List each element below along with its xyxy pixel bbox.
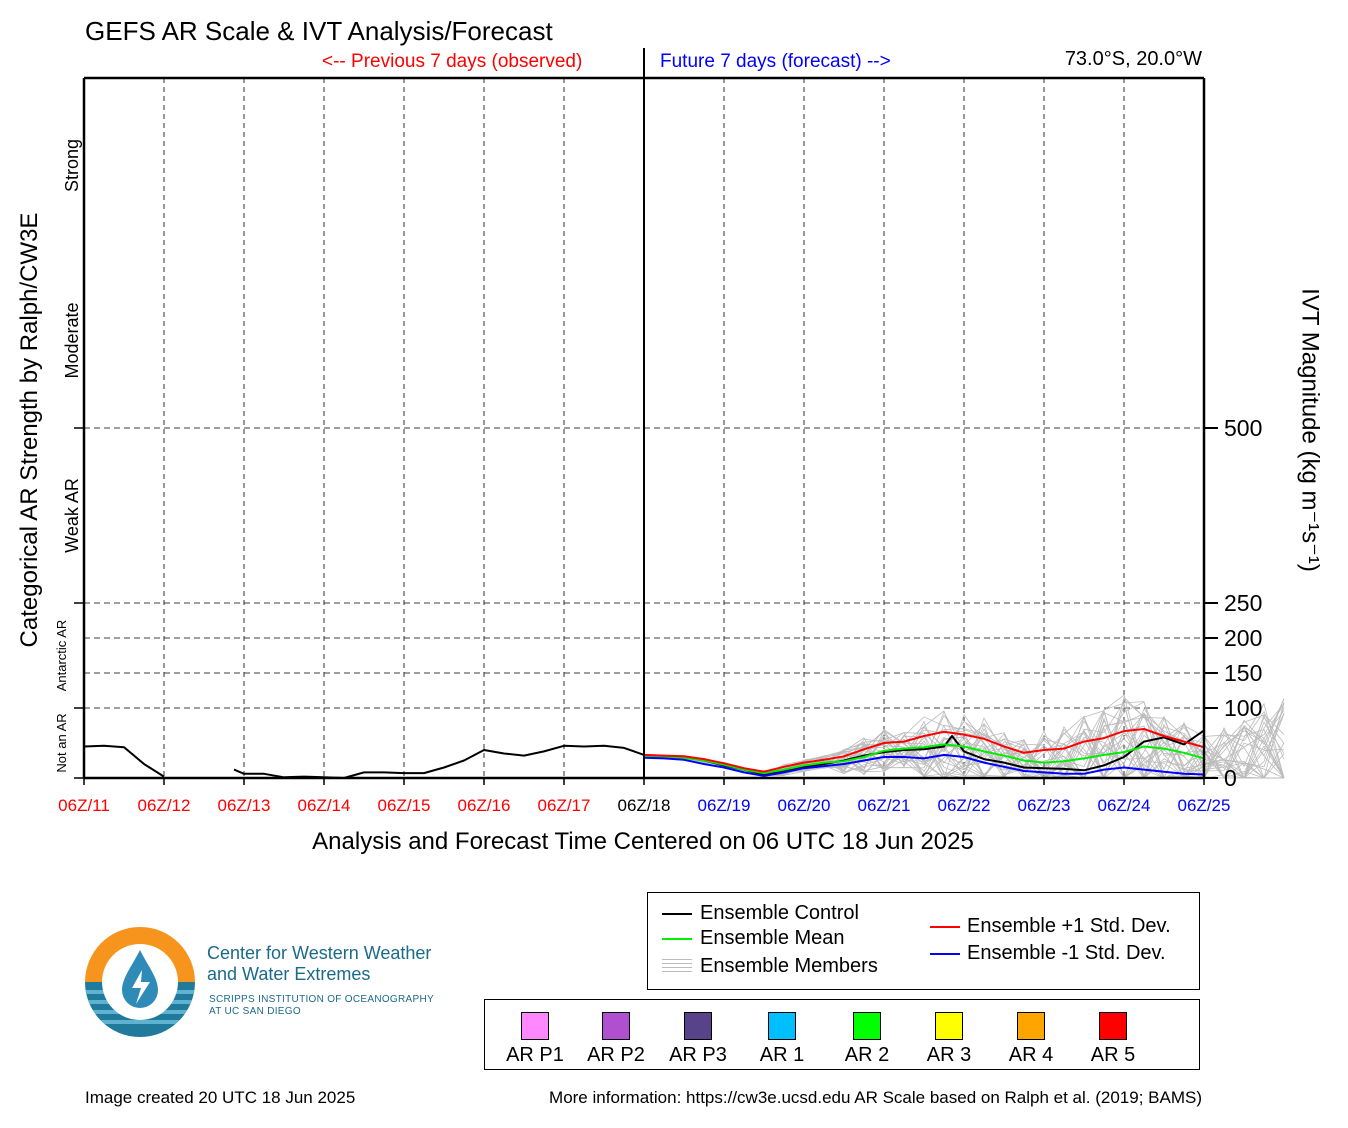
logo-affiliation: SCRIPPS INSTITUTION OF OCEANOGRAPHY AT U… (209, 994, 434, 1018)
category-label: Not an AR (54, 713, 69, 772)
plus-sd-swatch (930, 926, 960, 928)
series-ensemble-1-std-dev- (643, 753, 1205, 777)
right-axis-title: IVT Magnitude (kg m⁻¹s⁻¹) (1296, 288, 1324, 572)
x-tick-label: 06Z/23 (1018, 796, 1071, 815)
logo-name: Center for Western Weather and Water Ext… (207, 943, 431, 985)
tick-labels: 06Z/11 06Z/12 06Z/13 06Z/14 06Z/15 06Z/16 06Z/… (54, 139, 1262, 815)
x-tick-label: 06Z/24 (1098, 796, 1151, 815)
legend-control: Ensemble Control (700, 902, 859, 924)
series-lines (83, 728, 1205, 779)
ar-scale-legend: AR P1 AR P2 AR P3 AR 1 AR 2 AR 3 AR 4 AR 5 (484, 999, 1200, 1070)
x-tick-label: 06Z/15 (378, 796, 431, 815)
ar-scale-swatch (602, 1012, 630, 1040)
chart-title: GEFS AR Scale & IVT Analysis/Forecast (85, 16, 553, 46)
ar-scale-label: AR P3 (669, 1044, 727, 1066)
x-axis-title: Analysis and Forecast Time Centered on 0… (312, 828, 974, 855)
ar-scale-swatch (935, 1012, 963, 1040)
category-label: Strong (62, 139, 82, 192)
ar-scale-swatch (853, 1012, 881, 1040)
y-tick-label: 200 (1224, 625, 1262, 651)
plot-frame (74, 48, 1218, 785)
future-days-label: Future 7 days (forecast) --> (660, 51, 891, 72)
legend-members: Ensemble Members (700, 955, 878, 977)
y-tick-label: 250 (1224, 590, 1262, 616)
legend-box: Ensemble Control Ensemble Mean Ensemble … (647, 892, 1200, 990)
mean-swatch (662, 938, 692, 940)
x-tick-label: 06Z/21 (858, 796, 911, 815)
y-tick-label: 0 (1224, 765, 1237, 791)
ar-scale-item: AR P3 (658, 1012, 738, 1067)
x-tick-label: 06Z/16 (458, 796, 511, 815)
ar-scale-swatch (1017, 1012, 1045, 1040)
x-tick-label: 06Z/22 (938, 796, 991, 815)
members-swatch (662, 959, 692, 972)
cw3e-logo (85, 927, 195, 1037)
ar-scale-label: AR P2 (587, 1044, 645, 1066)
logo-line-4: AT UC SAN DIEGO (209, 1006, 301, 1017)
category-label: Antarctic AR (54, 620, 69, 692)
ar-scale-item: AR P2 (576, 1012, 656, 1067)
ar-scale-item: AR P1 (495, 1012, 575, 1067)
x-tick-label: 06Z/17 (538, 796, 591, 815)
y-tick-label: 100 (1224, 695, 1262, 721)
x-tick-label: 06Z/20 (778, 796, 831, 815)
legend-mean: Ensemble Mean (700, 927, 845, 949)
category-label: Moderate (62, 302, 82, 378)
ar-scale-item: AR 2 (827, 1012, 907, 1067)
ar-scale-item: AR 4 (991, 1012, 1071, 1067)
ar-scale-item: AR 5 (1073, 1012, 1153, 1067)
ar-scale-label: AR P1 (506, 1044, 564, 1066)
x-tick-label: 06Z/25 (1178, 796, 1231, 815)
more-info-note: More information: https://cw3e.ucsd.edu … (549, 1088, 1202, 1107)
x-tick-label: 06Z/14 (298, 796, 351, 815)
ar-scale-label: AR 1 (759, 1044, 805, 1066)
x-tick-label: 06Z/18 (618, 796, 671, 815)
ar-scale-label: AR 4 (1008, 1044, 1054, 1066)
left-axis-title: Categorical AR Strength by Ralph/CW3E (16, 212, 43, 648)
x-tick-label: 06Z/12 (138, 796, 191, 815)
minus-sd-swatch (930, 953, 960, 955)
category-label: Weak AR (62, 478, 82, 553)
legend-minus-sd: Ensemble -1 Std. Dev. (967, 942, 1166, 964)
y-tick-label: 150 (1224, 660, 1262, 686)
ar-scale-swatch (1099, 1012, 1127, 1040)
x-tick-label: 06Z/11 (58, 796, 110, 815)
series-ensemble-mean (643, 743, 1205, 775)
ar-scale-label: AR 2 (844, 1044, 890, 1066)
logo-line-1: Center for Western Weather (207, 943, 432, 963)
x-tick-label: 06Z/19 (698, 796, 751, 815)
y-tick-label: 500 (1224, 415, 1262, 441)
ar-scale-item: AR 3 (909, 1012, 989, 1067)
logo-line-2: and Water Extremes (207, 964, 371, 984)
ar-scale-label: AR 5 (1090, 1044, 1136, 1066)
chart-canvas: 06Z/11 06Z/12 06Z/13 06Z/14 06Z/15 06Z/16 06Z/… (54, 48, 1285, 815)
logo-line-3: SCRIPPS INSTITUTION OF OCEANOGRAPHY (209, 994, 434, 1005)
location-label: 73.0°S, 20.0°W (1064, 48, 1202, 70)
x-tick-label: 06Z/13 (218, 796, 271, 815)
legend-plus-sd: Ensemble +1 Std. Dev. (967, 915, 1171, 937)
previous-days-label: <-- Previous 7 days (observed) (322, 51, 583, 72)
series-ensemble-1-std-dev- (643, 728, 1205, 773)
ar-scale-swatch (521, 1012, 549, 1040)
ar-scale-item: AR 1 (742, 1012, 822, 1067)
ar-scale-swatch (684, 1012, 712, 1040)
ar-scale-label: AR 3 (926, 1044, 972, 1066)
series-ensemble-control (83, 744, 165, 778)
ar-scale-swatch (768, 1012, 796, 1040)
image-created-note: Image created 20 UTC 18 Jun 2025 (85, 1088, 356, 1107)
control-swatch (662, 913, 692, 915)
